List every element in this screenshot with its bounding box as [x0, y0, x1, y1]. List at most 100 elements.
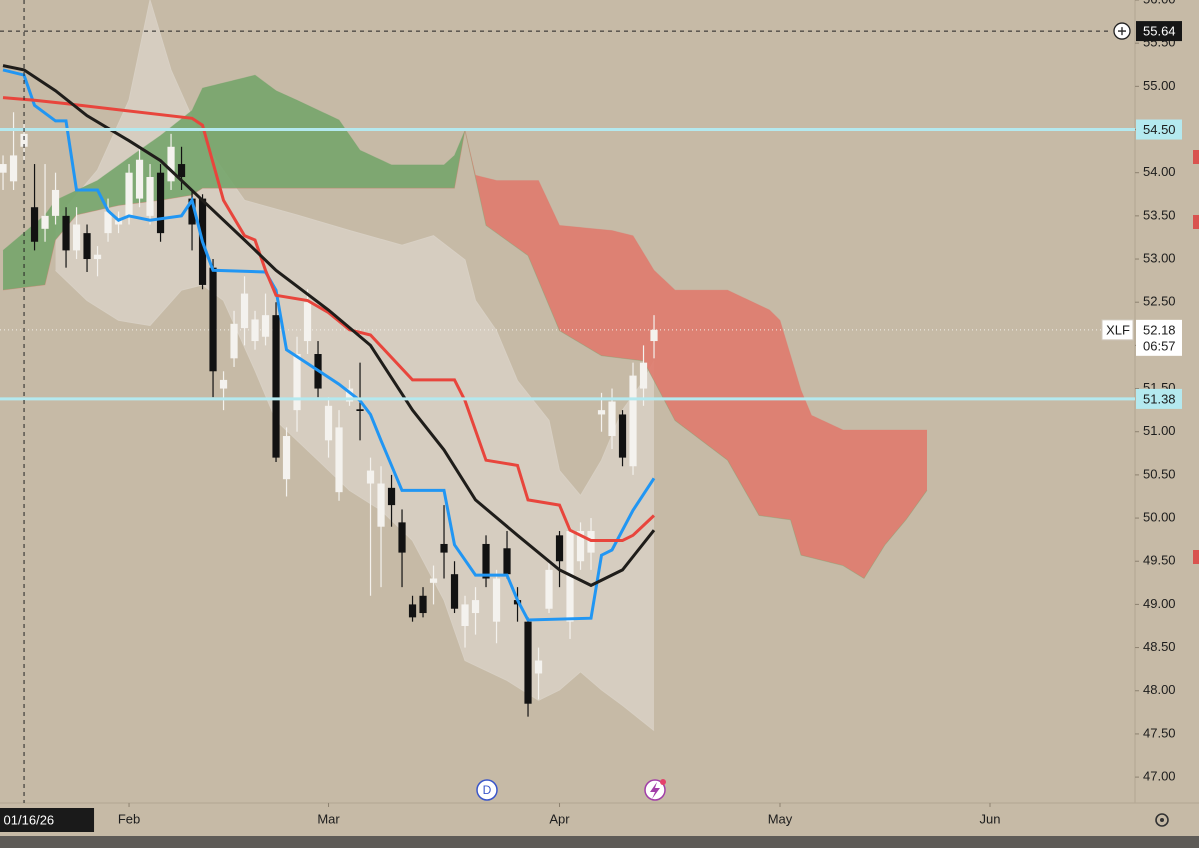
cloud-span-b — [2, 130, 927, 431]
candle-body — [114, 220, 123, 225]
price-label: 54.50 — [1143, 122, 1176, 137]
candle-body — [419, 595, 427, 614]
marker-label: D — [483, 783, 492, 797]
y-tick-label: 49.00 — [1143, 596, 1176, 611]
candle-body — [188, 198, 196, 225]
cloud-span-a — [2, 74, 928, 580]
candle-body — [471, 600, 480, 614]
candle-body — [356, 409, 364, 411]
indicator-line — [2, 96, 656, 542]
last-price-label: 52.18 — [1143, 322, 1176, 337]
candle-body — [482, 543, 490, 579]
candle-body — [156, 172, 165, 234]
y-tick-label: 53.00 — [1143, 250, 1176, 265]
candle-body — [629, 375, 637, 467]
y-tick-label: 56.00 — [1143, 0, 1176, 6]
settings-button[interactable] — [1155, 813, 1169, 827]
candle-body — [387, 487, 396, 506]
bottom-strip — [0, 836, 1199, 848]
candle-body — [450, 574, 459, 609]
candle-body — [461, 604, 469, 626]
event-marker[interactable] — [644, 779, 666, 801]
y-tick-label: 53.50 — [1143, 207, 1176, 222]
candle-body — [429, 578, 438, 583]
y-tick-label: 52.50 — [1143, 294, 1176, 309]
y-tick-label: 47.50 — [1143, 725, 1176, 740]
candle-body — [639, 362, 648, 389]
add-alert-button[interactable] — [1113, 22, 1131, 40]
candle-body — [650, 329, 658, 342]
candle-body — [555, 535, 564, 562]
symbol-label: XLF — [1106, 322, 1130, 337]
y-tick-label: 55.00 — [1143, 78, 1176, 93]
band-upper — [55, 0, 655, 497]
candle-body — [377, 483, 385, 527]
candle-body — [9, 155, 18, 182]
last-price-box — [1136, 319, 1182, 356]
candle-body — [72, 224, 81, 251]
candle-body — [293, 354, 301, 411]
price-label: 51.38 — [1143, 391, 1176, 406]
x-tick-label: May — [768, 811, 793, 826]
candle-body — [282, 436, 291, 480]
edge-marker — [1193, 550, 1199, 564]
y-tick-label: 50.00 — [1143, 510, 1176, 525]
plot-area — [0, 0, 1135, 731]
edge-marker — [1193, 215, 1199, 229]
candle-body — [335, 427, 343, 493]
candle-body — [240, 293, 249, 329]
candle-body — [492, 578, 501, 622]
candle-body — [618, 414, 627, 458]
crosshair-price-label: 55.64 — [1143, 24, 1176, 39]
candle-body — [177, 164, 186, 178]
candle-body — [440, 543, 448, 553]
candle-body — [104, 211, 112, 234]
candle-body — [503, 548, 511, 575]
price-label-box — [1136, 119, 1182, 140]
candle-body — [135, 159, 144, 199]
band-lower — [55, 269, 655, 731]
cloud-fill — [467, 141, 928, 579]
x-tick-label: Apr — [549, 811, 570, 826]
y-tick-label: 47.00 — [1143, 769, 1176, 784]
candle-body — [125, 172, 133, 216]
candle-body — [261, 315, 270, 337]
x-tick-label: Jun — [980, 811, 1001, 826]
candle-body — [597, 410, 606, 415]
candle-body — [167, 146, 175, 182]
y-tick-label: 50.50 — [1143, 466, 1176, 481]
x-tick-label: Feb — [118, 811, 140, 826]
x-tick-label: Mar — [317, 811, 340, 826]
candle-body — [51, 189, 60, 216]
candle-body — [83, 233, 91, 260]
candle-body — [408, 604, 417, 618]
candle-body — [41, 215, 49, 229]
candle-body — [93, 254, 102, 260]
crosshair-date-box — [0, 808, 95, 832]
symbol-box — [1101, 319, 1134, 341]
candle-body — [324, 405, 333, 441]
candle-body — [303, 302, 312, 342]
indicator-line — [2, 68, 656, 622]
plus-sign — [1118, 27, 1126, 36]
dividends-marker[interactable]: D — [476, 779, 498, 801]
candle-body — [251, 319, 259, 342]
candle-body — [398, 522, 406, 553]
candle-body — [534, 660, 543, 674]
candle-body — [209, 267, 217, 372]
y-tick-label: 48.00 — [1143, 682, 1176, 697]
y-tick-label: 51.00 — [1143, 423, 1176, 438]
candle-body — [62, 215, 70, 251]
y-tick-label: 48.50 — [1143, 639, 1176, 654]
price-label-box — [1136, 388, 1182, 409]
y-tick-label: 49.50 — [1143, 553, 1176, 568]
candle-body — [219, 379, 228, 389]
candle-body — [345, 388, 354, 402]
candle-body — [608, 401, 616, 437]
candle-body — [576, 531, 585, 562]
candle-body — [146, 177, 154, 216]
candle-body — [545, 569, 553, 609]
candle-body — [230, 323, 238, 359]
